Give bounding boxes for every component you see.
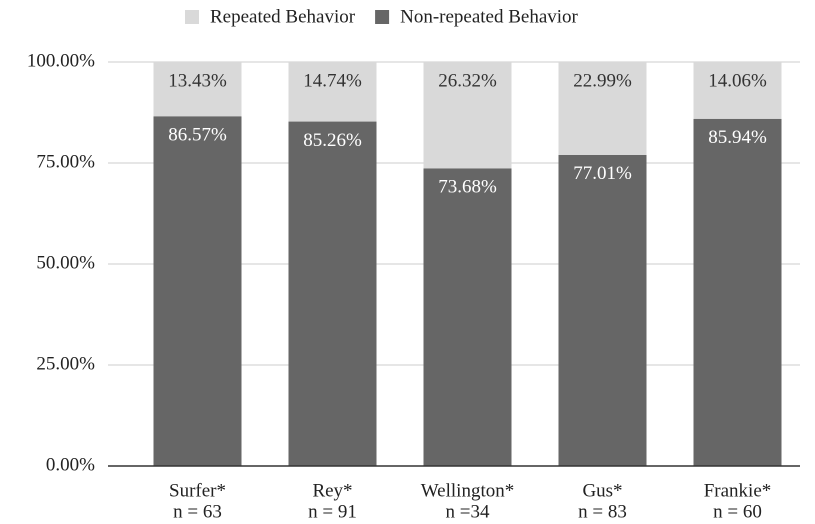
value-label: 22.99%: [573, 70, 632, 91]
legend-label: Non-repeated Behavior: [400, 6, 578, 27]
value-label: 14.06%: [708, 70, 767, 91]
sample-size-label: n = 83: [578, 501, 627, 522]
bar-segment: [153, 116, 242, 466]
value-label: 13.43%: [168, 70, 227, 91]
value-label: 14.74%: [303, 70, 362, 91]
x-tick-label: Frankie*: [704, 480, 772, 501]
y-tick-label: 100.00%: [27, 50, 95, 71]
bar-segment: [288, 62, 377, 122]
y-tick-label: 25.00%: [36, 353, 95, 374]
sample-size-label: n = 91: [308, 501, 357, 522]
value-label: 26.32%: [438, 70, 497, 91]
value-label: 73.68%: [438, 177, 497, 198]
bar-segment: [558, 154, 647, 467]
y-tick-label: 0.00%: [46, 454, 95, 475]
value-label: 85.26%: [303, 130, 362, 151]
value-label: 85.94%: [708, 127, 767, 148]
legend-label: Repeated Behavior: [210, 6, 356, 27]
legend-swatch: [375, 10, 390, 24]
value-label: 77.01%: [573, 163, 632, 184]
value-label: 86.57%: [168, 125, 227, 146]
bar-segment: [558, 62, 647, 155]
y-tick-label: 75.00%: [36, 151, 95, 172]
bar-segment: [288, 121, 377, 467]
sample-size-label: n = 60: [713, 501, 762, 522]
x-tick-label: Wellington*: [421, 480, 514, 501]
legend-swatch: [185, 10, 199, 24]
bar-segment: [423, 62, 512, 169]
bar-segment: [153, 62, 242, 117]
sample-size-label: n =34: [446, 501, 490, 522]
x-tick-label: Surfer*: [169, 480, 226, 501]
sample-size-label: n = 63: [173, 501, 222, 522]
x-tick-label: Rey*: [312, 480, 352, 501]
x-tick-label: Gus*: [582, 480, 622, 501]
bar-segment: [693, 118, 782, 466]
bar-segment: [693, 62, 782, 119]
y-tick-label: 50.00%: [36, 252, 95, 273]
bar-segment: [423, 168, 512, 466]
